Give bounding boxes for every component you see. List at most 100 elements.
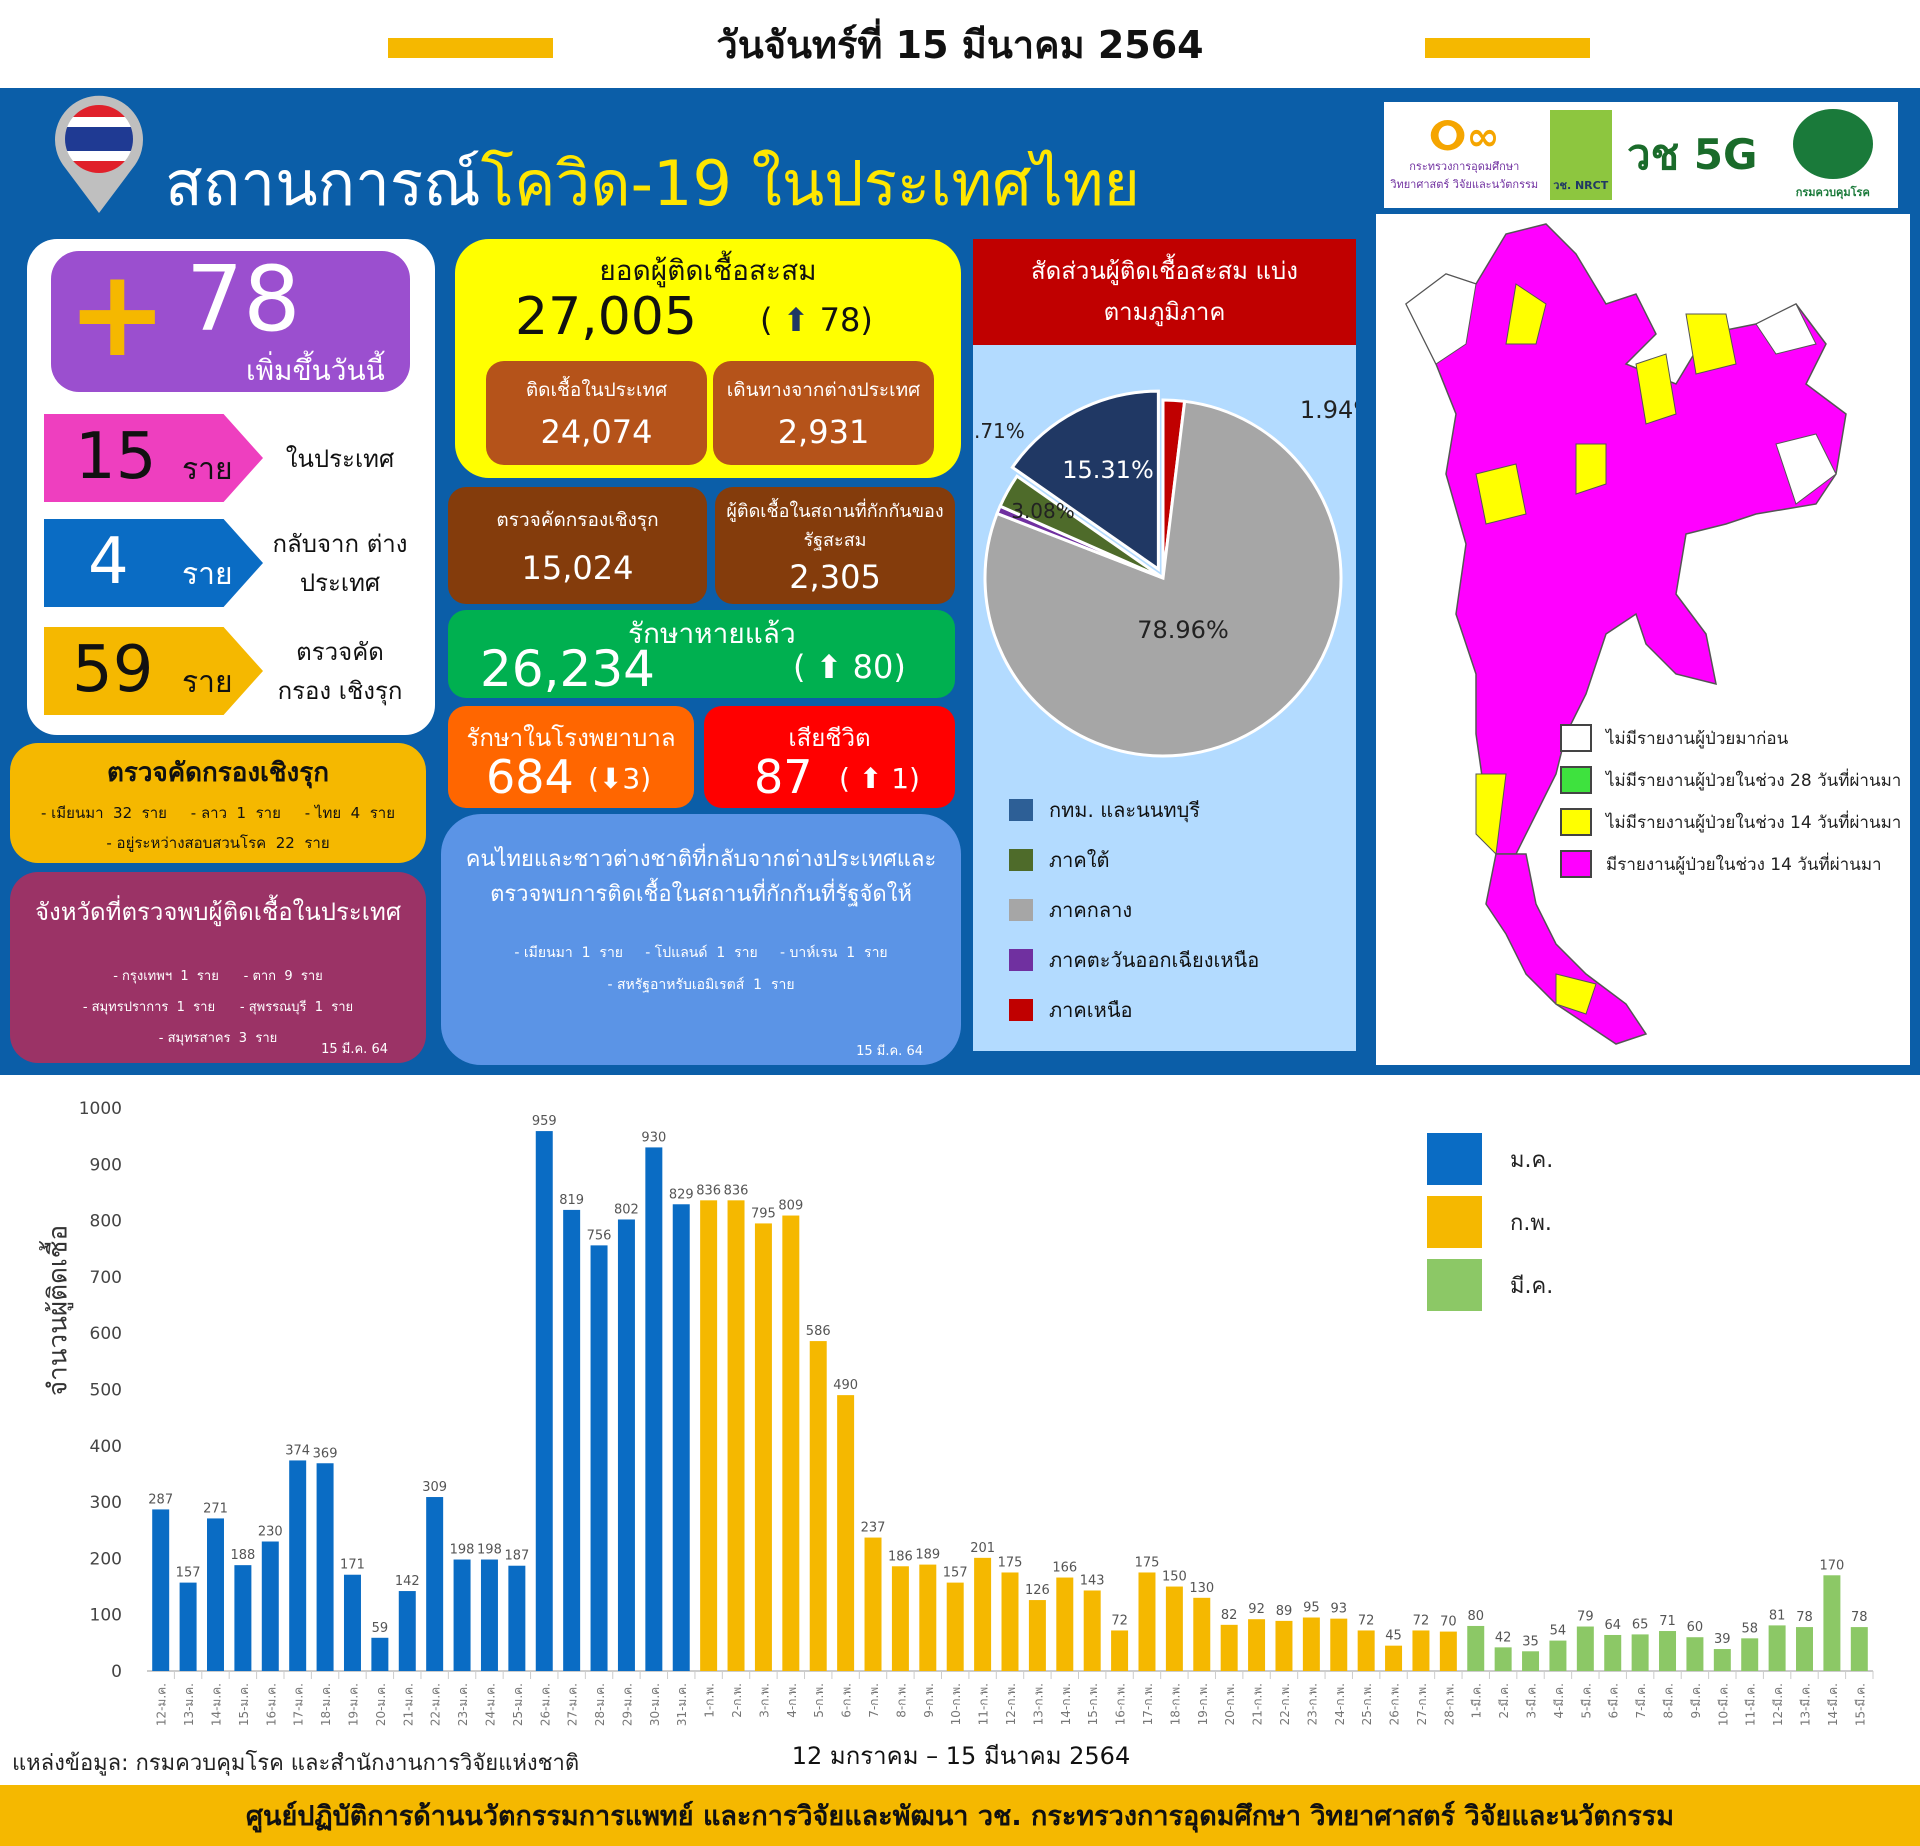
bar-value-label: 150 [1162,1570,1187,1585]
x-tick-label: 5-ก.พ. [812,1683,826,1718]
bar-value-label: 829 [669,1187,694,1202]
x-tick-label: 26-ม.ค. [538,1683,552,1726]
bar-value-label: 95 [1303,1601,1320,1616]
provinces-line-3: - สมุทรสาคร 3 ราย [158,1031,278,1046]
bar-value-label: 143 [1080,1573,1105,1588]
recovered-label: รักษาหายแล้ว [628,617,796,650]
bar-value-label: 198 [477,1543,502,1558]
bar [891,1566,909,1671]
imported-cases-count: 4 [88,525,129,599]
bar [672,1204,690,1671]
bar [289,1460,307,1671]
pie-legend-item: ภาคเหนือ [1009,994,1259,1026]
bar [1576,1626,1594,1671]
nrct-5g-logo: วช 5G [1622,122,1762,188]
x-tick-label: 22-ก.พ. [1278,1683,1292,1725]
cumulative-card: ยอดผู้ติดเชื้อสะสม 27,005 ( ⬆ 78) ติดเชื… [455,239,961,478]
recovered-value: 26,234 [480,640,655,698]
bar-value-label: 39 [1714,1632,1731,1647]
x-tick-label: 6-ก.พ. [840,1683,854,1718]
returnees-detail: คนไทยและชาวต่างชาติที่กลับจากต่างประเทศแ… [441,814,961,1065]
pie-slice-label: 1.94% [1300,396,1356,424]
bar-value-label: 93 [1330,1602,1347,1617]
legend-label: ภาคกลาง [1049,898,1133,922]
bar-value-label: 157 [176,1566,201,1581]
bar-value-label: 72 [1358,1613,1375,1628]
down-arrow-icon: ⬇ [598,762,623,795]
x-tick-label: 3-มี.ค. [1525,1683,1539,1719]
x-tick-label: 13-มี.ค. [1799,1683,1813,1726]
y-tick-label: 100 [90,1606,122,1626]
bar-value-label: 72 [1111,1613,1128,1628]
screening-cases-label: ตรวจคัดกรอง เชิงรุก [277,638,403,705]
x-axis-title: 12 มกราคม – 15 มีนาคม 2564 [791,1742,1131,1770]
cumulative-title: ยอดผู้ติดเชื้อสะสม [599,254,817,287]
bar-value-label: 71 [1659,1614,1676,1629]
legend-label: ก.พ. [1510,1211,1552,1236]
bar-value-label: 157 [943,1566,968,1581]
regional-pie-chart: 1.94%78.96%0.71%3.08%15.31% [973,389,1356,758]
bar-value-label: 92 [1248,1602,1265,1617]
legend-label: มี.ค. [1510,1274,1553,1299]
local-cases-arrow [44,414,263,502]
bar-value-label: 130 [1189,1581,1214,1596]
bar [1713,1649,1731,1671]
provinces-line-2: - สมุทรปราการ 1 ราย - สุพรรณบุรี 1 ราย [82,1000,354,1015]
provinces-detail: จังหวัดที่ตรวจพบผู้ติดเชื้อในประเทศ - กร… [10,872,426,1063]
bar-value-label: 189 [915,1548,940,1563]
cumulative-delta-value: 78 [819,301,861,339]
y-axis-title: จำนวนผู้ติดเชื้อ [43,1224,74,1397]
x-tick-label: 7-ก.พ. [867,1683,881,1718]
nrct-logo: วช. NRCT [1549,110,1612,200]
hospitalized-card: รักษาในโรงพยาบาล 684 (⬇3) [448,706,694,808]
x-tick-label: 8-ก.พ. [894,1683,908,1718]
deaths-delta-value: 1 [891,762,910,795]
x-tick-label: 23-ม.ค. [456,1683,470,1726]
x-tick-label: 25-ก.พ. [1360,1683,1374,1725]
legend-label: ภาคตะวันออกเฉียงเหนือ [1049,948,1260,972]
x-tick-label: 14-มี.ค. [1826,1683,1840,1726]
x-tick-label: 13-ม.ค. [182,1683,196,1726]
deaths-delta: ( ⬆ 1) [839,762,920,795]
x-tick-label: 14-ม.ค. [209,1683,223,1726]
bar-value-label: 54 [1550,1624,1567,1639]
x-tick-label: 21-ม.ค. [401,1683,415,1726]
bar [508,1565,526,1671]
bar [727,1200,745,1671]
y-axis-title-wrap: จำนวนผู้ติดเชื้อ [8,1130,108,1490]
bar [1796,1627,1814,1671]
bar-value-label: 175 [1135,1555,1160,1570]
pie-slice-label: 78.96% [1137,616,1229,644]
bar-value-label: 42 [1495,1630,1512,1645]
x-tick-label: 24-ม.ค. [483,1683,497,1726]
bar [1001,1572,1019,1671]
y-tick-label: 500 [90,1381,122,1401]
legend-swatch [1560,808,1592,836]
x-tick-label: 21-ก.พ. [1251,1683,1265,1725]
provinces-date: 15 มี.ค. 64 [321,1042,388,1057]
bar [1768,1625,1786,1671]
x-tick-label: 11-ก.พ. [977,1683,991,1725]
today-total-badge: + 78 เพิ่มขึ้นวันนี้ [51,251,410,392]
recovered-delta-value: 80 [852,648,894,686]
bar-value-label: 166 [1052,1561,1077,1576]
x-tick-label: 6-มี.ค. [1607,1683,1621,1719]
legend-label: ภาคใต้ [1049,848,1110,872]
bar [1165,1586,1183,1671]
pie-legend: กทม. และนนทบุรี ภาคใต้ ภาคกลาง ภาคตะวันออกเ… [1009,794,1259,1044]
x-tick-label: 18-ก.พ. [1168,1683,1182,1725]
returnees-title: คนไทยและชาวต่างชาติที่กลับจากต่างประเทศแ… [465,847,937,908]
today-count: 78 [186,247,301,352]
bar [179,1582,197,1671]
province-map-panel: ไม่มีรายงานผู้ป่วยมาก่อน ไม่มีรายงานผู้ป่… [1376,214,1910,1065]
x-tick-label: 17-ก.พ. [1141,1683,1155,1725]
bar [1028,1600,1046,1671]
legend-swatch [1009,849,1033,871]
bar-value-label: 230 [258,1525,283,1540]
y-tick-label: 800 [90,1212,122,1232]
x-tick-label: 4-ก.พ. [785,1683,799,1718]
legend-swatch [1009,999,1033,1021]
bar-value-label: 170 [1819,1558,1844,1573]
imported-infection-value: 2,931 [777,413,870,451]
legend-swatch [1009,949,1033,971]
